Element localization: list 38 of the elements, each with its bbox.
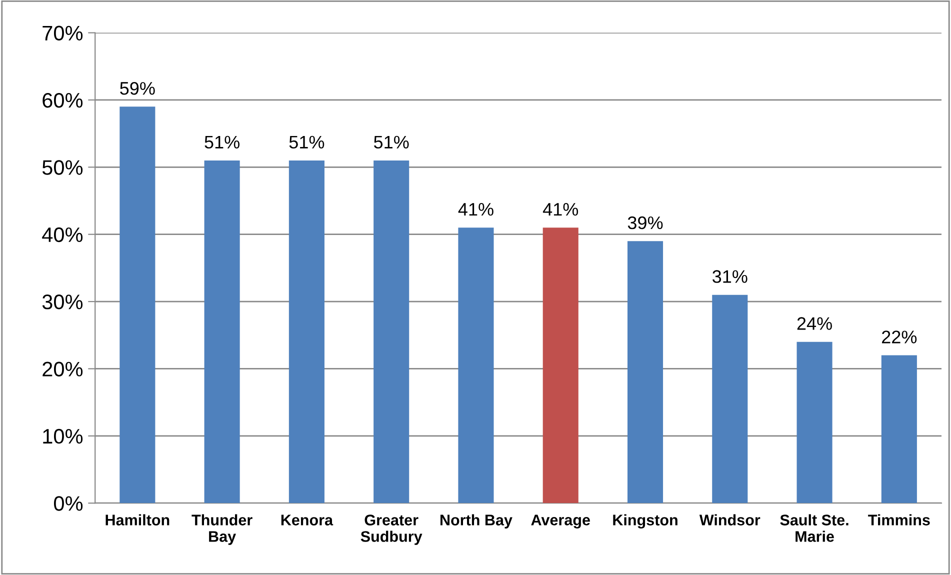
data-label: 51%	[289, 136, 324, 149]
bar	[204, 160, 240, 504]
x-tick-label: Average	[531, 514, 590, 528]
data-label: 22%	[882, 330, 917, 344]
bar	[542, 228, 578, 504]
x-tick-label: Thunder Bay	[192, 514, 252, 545]
data-label: 39%	[628, 216, 663, 230]
bar	[288, 160, 324, 504]
data-label: 41%	[542, 203, 578, 216]
bar	[120, 106, 156, 504]
data-label: 24%	[797, 317, 832, 330]
x-tick-label: Kenora	[281, 514, 334, 526]
y-tick-label: 60%	[42, 92, 83, 108]
bar	[627, 241, 664, 504]
bar	[374, 160, 410, 504]
x-tick-label: Kingston	[613, 514, 678, 529]
y-tick-label: 30%	[42, 294, 83, 310]
y-tick-label: 40%	[42, 227, 83, 242]
y-tick-label: 70%	[42, 26, 83, 41]
y-tick-label: 10%	[43, 428, 83, 444]
bar	[796, 342, 832, 504]
y-tick-label: 50%	[42, 160, 83, 175]
x-tick-label: North Bay	[440, 514, 512, 528]
data-label: 51%	[374, 136, 409, 149]
x-tick-label: Timmins	[868, 514, 930, 526]
bar	[712, 294, 748, 504]
bar	[881, 355, 917, 504]
y-tick-label: 0%	[54, 496, 83, 511]
x-tick-label: Hamilton	[106, 514, 170, 526]
bar	[458, 228, 494, 504]
y-tick-label: 20%	[42, 362, 83, 376]
x-tick-label: Greater Sudbury	[360, 514, 422, 545]
x-tick-label: Windsor	[699, 514, 760, 526]
data-label: 31%	[712, 270, 748, 283]
data-label: 59%	[120, 82, 155, 95]
data-label: 41%	[458, 203, 494, 216]
x-tick-label: Sault Ste. Marie	[780, 514, 848, 542]
data-label: 51%	[204, 136, 240, 149]
